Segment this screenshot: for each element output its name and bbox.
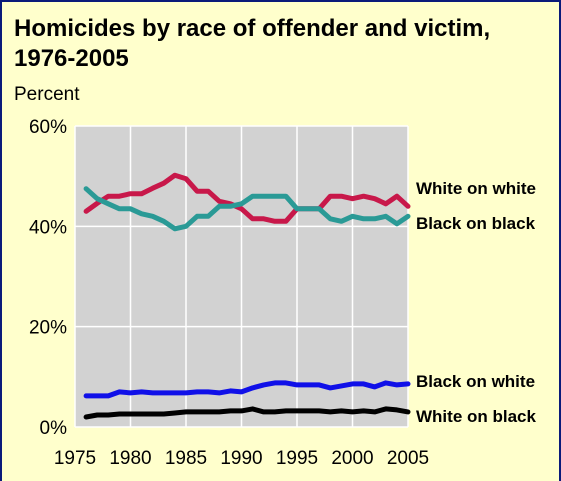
inline-legend: White on white Black on black Black on whi…	[416, 179, 537, 426]
x-tick-label: 2005	[387, 448, 429, 469]
x-tick-label: 1985	[165, 448, 207, 469]
x-tick-label: 1995	[276, 448, 318, 469]
y-tick-label: 20%	[29, 318, 67, 339]
x-tick-label: 1980	[109, 448, 151, 469]
chart-title: Homicides by race of offender and victim…	[14, 15, 491, 72]
y-tick-label: 40%	[29, 217, 67, 238]
legend-label-white-on-black: White on black	[416, 407, 537, 426]
y-tick-labels: 0% 20% 40% 60%	[29, 117, 67, 439]
y-axis-label: Percent	[14, 84, 80, 105]
legend-label-black-on-white: Black on white	[416, 372, 535, 391]
x-tick-label: 1990	[220, 448, 262, 469]
series-line-black-on-white	[83, 380, 411, 399]
legend-label-white-on-white: White on white	[416, 179, 536, 198]
y-tick-label: 0%	[40, 418, 68, 439]
series-lines	[83, 172, 411, 420]
y-tick-label: 60%	[29, 117, 67, 138]
series-line-black-on-black	[83, 186, 411, 232]
series-line-white-on-black	[83, 406, 411, 420]
x-tick-labels: 1975 1980 1985 1990 1995 2000 2005	[54, 448, 429, 469]
gridlines	[74, 125, 409, 428]
x-tick-label: 2000	[331, 448, 373, 469]
series-line-white-on-white	[83, 172, 411, 224]
x-tick-label: 1975	[54, 448, 96, 469]
legend-label-black-on-black: Black on black	[416, 214, 536, 233]
